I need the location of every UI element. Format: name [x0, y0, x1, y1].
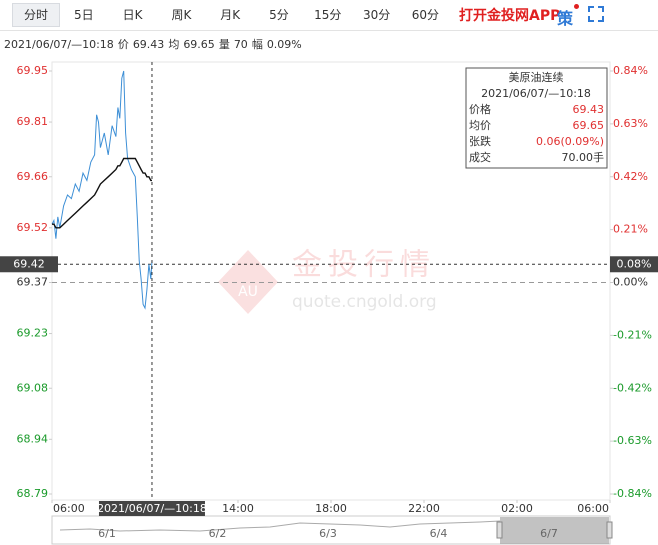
tab[interactable]: 周K — [171, 8, 192, 22]
fullscreen-button[interactable] — [588, 6, 604, 22]
current-percent-label: 0.08% — [617, 257, 652, 270]
y-tick-label: 69.66 — [17, 170, 49, 183]
navigator-label: 6/2 — [209, 527, 227, 540]
navigator-label: 6/4 — [430, 527, 448, 540]
y2-tick-label: -0.63% — [613, 434, 652, 447]
info-label: 量 — [218, 38, 230, 51]
y-tick-label: 68.79 — [17, 487, 49, 500]
strategy-dot — [574, 4, 579, 9]
navigator-label: 6/7 — [540, 527, 558, 540]
line-series — [52, 157, 152, 229]
info-value: 70 — [233, 38, 248, 51]
tooltip-row-label: 价格 — [469, 102, 491, 116]
cursor-label: 2021/06/07/—10:18 — [97, 502, 207, 515]
current-price-box — [0, 256, 58, 273]
navigator: 6/1 6/2 6/3 6/4 6/7 — [51, 515, 613, 545]
y2-tick-label: 0.42% — [613, 170, 648, 183]
tooltip-row-value: 69.43 — [573, 103, 605, 116]
info-label: 均 — [168, 38, 180, 51]
tab[interactable]: 30分 — [362, 8, 391, 22]
tooltip: 美原油连续 2021/06/07/—10:18 价格 69.43 均价 69.65 张跌 0.… — [465, 67, 608, 169]
y2-tick-label: 0.63% — [613, 117, 648, 130]
info-value: 0.09% — [266, 38, 302, 51]
tooltip-row-value: 69.65 — [573, 119, 605, 132]
tooltip-title: 美原油连续 — [509, 70, 564, 84]
y-tick-label: 68.94 — [17, 432, 49, 445]
x-tick-label: 18:00 — [315, 502, 347, 515]
y2-tick-label: -0.42% — [613, 381, 652, 394]
info-value: 69.65 — [183, 38, 215, 51]
y-tick-label: 69.08 — [17, 381, 49, 394]
y-tick-label: 69.23 — [17, 327, 49, 340]
y-tick-label: 69.37 — [17, 276, 49, 289]
y2-tick-label: 0.84% — [613, 64, 648, 77]
navigator-label: 6/3 — [319, 527, 337, 540]
info-value: 69.43 — [132, 38, 165, 51]
x-tick-label: 02:00 — [501, 502, 533, 515]
navigator-label: 6/1 — [98, 527, 116, 540]
info-label: 价 — [117, 38, 129, 51]
cursor-label-box — [98, 501, 205, 516]
tooltip-row-value: 70.00手 — [562, 150, 605, 164]
y2-tick-label: 0.21% — [613, 223, 648, 236]
chart: AU 金投行情 quote.cngold.org 美原油连续 2021/06/07… — [0, 61, 658, 545]
tab[interactable]: 15分 — [314, 8, 342, 22]
watermark-brand: 金投行情 — [292, 248, 436, 283]
navigator-selection[interactable] — [500, 517, 609, 544]
y2-tick-label: -0.84% — [613, 487, 652, 500]
x-tick-label: 06:00 — [577, 502, 609, 515]
watermark-logo-shape — [218, 250, 278, 314]
tooltip-row-value: 0.06(0.09%) — [536, 135, 604, 148]
line-series — [51, 70, 153, 310]
x-tick-label: 22:00 — [408, 502, 440, 515]
y-tick-label: 69.95 — [17, 64, 49, 77]
tooltip-row-label: 成交 — [469, 150, 491, 164]
current-price-label: 69.42 — [13, 257, 45, 270]
tab[interactable]: 分时 — [12, 3, 60, 27]
app-link[interactable]: 打开金投网APP — [459, 8, 561, 24]
tab[interactable]: 5分 — [269, 8, 289, 22]
x-tick-label: 06:00 — [53, 502, 85, 515]
tooltip-row-label: 张跌 — [469, 134, 491, 148]
navigator-handle[interactable] — [496, 521, 503, 539]
tab[interactable]: 日K — [122, 8, 143, 22]
y2-tick-label: -0.21% — [613, 328, 652, 341]
watermark-logo: AU — [238, 284, 258, 300]
watermark-url: quote.cngold.org — [292, 292, 437, 312]
tab-bar: 分时 5日 日K 周K 月K 5分 15分 30分 60分 打开金投网APP 策 — [0, 0, 658, 31]
tooltip-time: 2021/06/07/—10:18 — [481, 87, 591, 100]
y-tick-label: 69.81 — [17, 115, 49, 128]
navigator-sparkline — [59, 520, 501, 532]
tooltip-row-label: 均价 — [469, 119, 491, 132]
info-label: 幅 — [251, 38, 263, 51]
y2-tick-label: 0.00% — [613, 276, 648, 289]
more-button[interactable] — [618, 5, 646, 25]
tooltip-box — [465, 67, 608, 169]
info-line: 2021/06/07/—10:18 价 69.43 均 69.65 量 70 幅 0.09% — [4, 36, 306, 52]
tab[interactable]: 月K — [220, 8, 241, 22]
current-percent-box — [610, 256, 658, 273]
watermark: AU 金投行情 quote.cngold.org — [218, 248, 437, 314]
navigator-handle[interactable] — [606, 521, 613, 539]
tab[interactable]: 60分 — [411, 8, 440, 22]
strategy-button[interactable]: 策 — [557, 9, 574, 28]
y-tick-label: 69.52 — [17, 221, 49, 234]
info-time: 2021/06/07/—10:18 — [4, 38, 114, 51]
tab[interactable]: 5日 — [73, 8, 94, 22]
x-tick-label: 14:00 — [222, 502, 254, 515]
